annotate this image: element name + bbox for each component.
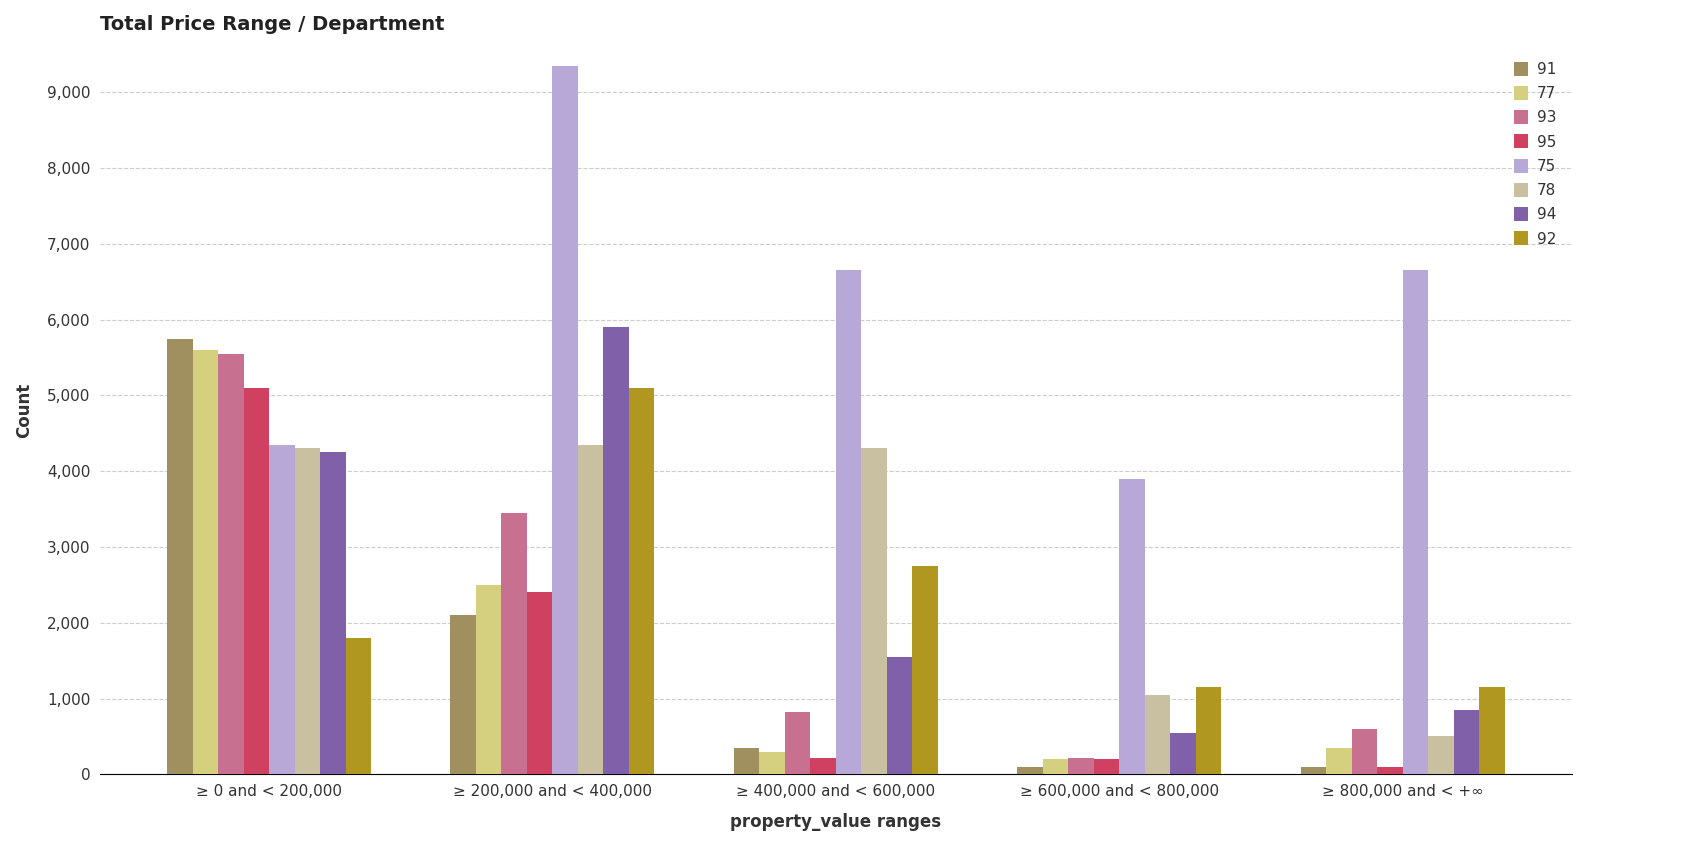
Bar bbox=[1299, 766, 1325, 774]
Bar bbox=[476, 585, 501, 774]
Bar bbox=[629, 387, 655, 774]
Bar bbox=[1170, 733, 1195, 774]
Bar bbox=[759, 751, 784, 774]
Bar bbox=[861, 448, 887, 774]
Y-axis label: Count: Count bbox=[15, 383, 32, 438]
Bar bbox=[527, 592, 552, 774]
Bar bbox=[346, 638, 370, 774]
Bar bbox=[1427, 737, 1453, 774]
Bar bbox=[167, 338, 193, 774]
Bar bbox=[887, 656, 912, 774]
Bar bbox=[501, 513, 527, 774]
Bar bbox=[1195, 687, 1221, 774]
Bar bbox=[1402, 270, 1427, 774]
Bar bbox=[1118, 479, 1144, 774]
Bar bbox=[604, 327, 629, 774]
Legend: 91, 77, 93, 95, 75, 78, 94, 92: 91, 77, 93, 95, 75, 78, 94, 92 bbox=[1506, 54, 1563, 255]
Bar bbox=[269, 445, 295, 774]
Bar bbox=[1093, 759, 1118, 774]
Bar bbox=[784, 712, 810, 774]
Bar bbox=[1144, 695, 1170, 774]
Bar bbox=[295, 448, 321, 774]
Bar bbox=[835, 270, 861, 774]
Bar bbox=[912, 566, 938, 774]
Bar bbox=[1016, 766, 1042, 774]
Bar bbox=[1067, 758, 1093, 774]
Bar bbox=[1350, 729, 1376, 774]
Bar bbox=[218, 354, 244, 774]
Bar bbox=[578, 445, 604, 774]
Bar bbox=[1453, 710, 1478, 774]
Bar bbox=[733, 748, 759, 774]
X-axis label: property_value ranges: property_value ranges bbox=[730, 813, 941, 831]
Bar bbox=[321, 453, 346, 774]
Bar bbox=[810, 758, 835, 774]
Bar bbox=[1325, 748, 1350, 774]
Bar bbox=[450, 615, 476, 774]
Bar bbox=[193, 350, 218, 774]
Bar bbox=[244, 387, 269, 774]
Bar bbox=[1376, 766, 1402, 774]
Bar bbox=[552, 66, 578, 774]
Text: Total Price Range / Department: Total Price Range / Department bbox=[101, 15, 445, 34]
Bar bbox=[1478, 687, 1504, 774]
Bar bbox=[1042, 759, 1067, 774]
